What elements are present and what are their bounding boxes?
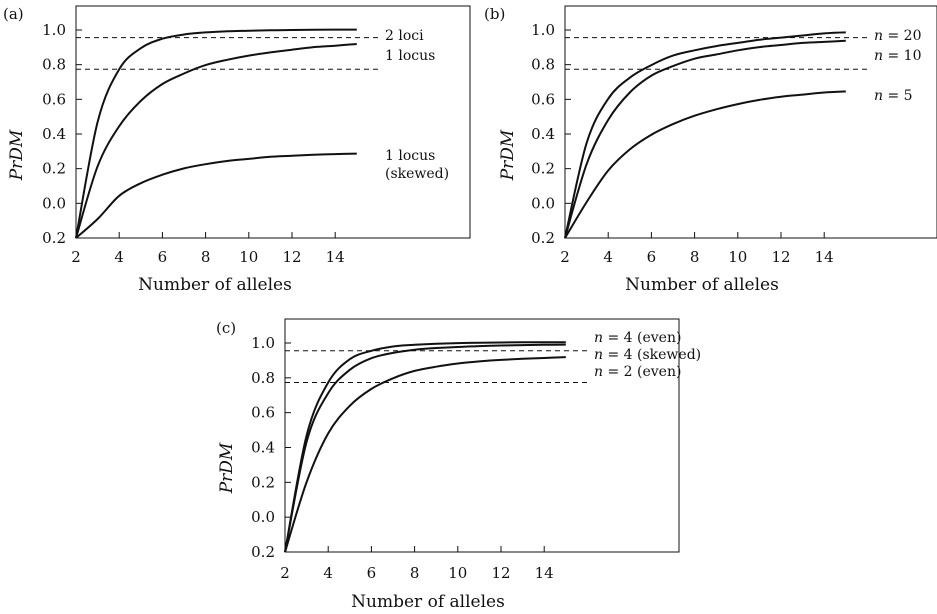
panel-b-y-tick-label-1: 0.0 bbox=[531, 194, 555, 212]
panel-b-x-tick-label-4: 10 bbox=[728, 248, 747, 266]
panel-a-series-0-line bbox=[75, 28, 357, 239]
panel-a-y-tick-label-6: 1.0 bbox=[42, 21, 66, 39]
panel-c-y-tick-label-0: 0.2 bbox=[251, 543, 275, 561]
panel-c-series-0-line bbox=[284, 341, 566, 553]
panel-c-x-ticks: 2 4 6 8 10 12 14 bbox=[280, 546, 554, 582]
panel-b: (b) 2 4 6 8 10 12 14 0.2 0.0 0.2 0.4 0.6 0.8 1.0 n =… bbox=[484, 5, 937, 295]
panel-c-y-tick-label-5: 0.8 bbox=[251, 369, 275, 387]
panel-c-frame bbox=[284, 318, 680, 553]
panel-c-label-n4-even: n = 4 (even) bbox=[594, 330, 681, 346]
panel-b-series-2-line bbox=[564, 90, 846, 239]
panel-a-x-title: Number of alleles bbox=[138, 275, 292, 295]
panel-a-y-tick-label-2: 0.2 bbox=[42, 160, 66, 178]
panel-c-ref-lines bbox=[285, 350, 590, 384]
panel-c-x-tick-label-1: 4 bbox=[323, 564, 333, 582]
panel-c-series-1-line bbox=[284, 343, 566, 553]
panel-b-x-tick-label-1: 4 bbox=[603, 248, 613, 266]
panel-b-x-tick-label-3: 8 bbox=[690, 248, 700, 266]
panel-b-series-0-line bbox=[564, 31, 846, 239]
panel-a-y-ticks: 0.2 0.0 0.2 0.4 0.6 0.8 1.0 bbox=[42, 21, 82, 247]
panel-b-x-tick-label-5: 12 bbox=[771, 248, 790, 266]
panel-b-x-title: Number of alleles bbox=[625, 275, 779, 295]
panel-a-x-tick-label-0: 2 bbox=[71, 248, 81, 266]
panel-b-y-tick-label-6: 1.0 bbox=[531, 21, 555, 39]
panel-b-curves bbox=[564, 31, 846, 239]
panel-b-letter: (b) bbox=[484, 5, 505, 23]
panel-a: (a) 2 4 6 8 10 12 14 0.2 0.0 0.2 0.4 0.6 0.8 1.0 2 l… bbox=[3, 5, 471, 295]
panel-a-x-tick-label-3: 8 bbox=[201, 248, 211, 266]
panel-b-y-tick-label-2: 0.2 bbox=[531, 160, 555, 178]
panel-b-y-tick-label-3: 0.4 bbox=[531, 125, 555, 143]
panel-b-series-1-line bbox=[564, 39, 846, 239]
panel-c-x-tick-label-6: 14 bbox=[535, 564, 554, 582]
panel-b-label-n20: n = 20 bbox=[874, 28, 921, 44]
panel-a-y-tick-label-5: 0.8 bbox=[42, 56, 66, 74]
panel-b-frame bbox=[564, 5, 937, 239]
panel-c-label-n2-even: n = 2 (even) bbox=[594, 364, 681, 380]
panel-c-y-tick-label-3: 0.4 bbox=[251, 439, 275, 457]
panel-c: (c) 2 4 6 8 10 12 14 0.2 0.0 0.2 0.4 0.6 0.8 1.0 n =… bbox=[216, 318, 701, 612]
panel-a-y-tick-label-3: 0.4 bbox=[42, 125, 66, 143]
panel-a-label-1-locus: 1 locus bbox=[385, 48, 435, 64]
panel-c-x-tick-label-2: 6 bbox=[367, 564, 377, 582]
panel-c-y-tick-label-1: 0.0 bbox=[251, 508, 275, 526]
panel-a-x-tick-label-6: 14 bbox=[326, 248, 345, 266]
panel-a-series-1-line bbox=[75, 43, 357, 239]
panel-c-x-title: Number of alleles bbox=[351, 592, 505, 612]
panel-a-x-tick-label-5: 12 bbox=[282, 248, 301, 266]
panel-a-y-tick-label-4: 0.6 bbox=[42, 90, 66, 108]
panel-c-x-tick-label-3: 8 bbox=[410, 564, 420, 582]
panel-a-x-tick-label-2: 6 bbox=[158, 248, 168, 266]
panel-a-series-labels: 2 loci 1 locus 1 locus (skewed) bbox=[385, 28, 449, 182]
panel-a-x-ticks: 2 4 6 8 10 12 14 bbox=[71, 232, 345, 266]
panel-b-label-n10: n = 10 bbox=[874, 48, 921, 64]
panel-b-y-tick-label-4: 0.6 bbox=[531, 90, 555, 108]
panel-b-y-tick-label-5: 0.8 bbox=[531, 56, 555, 74]
panel-b-y-tick-label-0: 0.2 bbox=[531, 229, 555, 247]
panel-a-y-tick-label-1: 0.0 bbox=[42, 194, 66, 212]
panel-b-x-ticks: 2 4 6 8 10 12 14 bbox=[560, 232, 834, 266]
panel-c-y-tick-label-6: 1.0 bbox=[251, 334, 275, 352]
panel-a-letter: (a) bbox=[3, 5, 24, 23]
panel-b-label-n5: n = 5 bbox=[874, 88, 913, 104]
panel-a-label-2-loci: 2 loci bbox=[385, 28, 424, 44]
panel-a-frame bbox=[75, 5, 471, 239]
panel-c-series-2-line bbox=[284, 356, 566, 553]
panel-a-x-tick-label-4: 10 bbox=[239, 248, 258, 266]
panel-c-x-tick-label-0: 2 bbox=[280, 564, 290, 582]
panel-b-y-ticks: 0.2 0.0 0.2 0.4 0.6 0.8 1.0 bbox=[531, 21, 571, 247]
panel-c-x-tick-label-5: 12 bbox=[491, 564, 510, 582]
panel-c-label-n4-skewed: n = 4 (skewed) bbox=[594, 347, 701, 363]
panel-c-y-title: PrDM bbox=[217, 442, 237, 494]
panel-a-label-1-locus-skewed: 1 locus (skewed) bbox=[385, 148, 449, 182]
panel-b-series-labels: n = 20 n = 10 n = 5 bbox=[874, 28, 921, 104]
panel-b-y-title: PrDM bbox=[498, 129, 518, 181]
panel-c-y-ticks: 0.2 0.0 0.2 0.4 0.6 0.8 1.0 bbox=[251, 334, 291, 561]
panel-c-y-tick-label-2: 0.2 bbox=[251, 473, 275, 491]
panel-a-series-2-line bbox=[75, 152, 357, 239]
panel-b-x-tick-label-2: 6 bbox=[647, 248, 657, 266]
panel-a-y-tick-label-0: 0.2 bbox=[42, 229, 66, 247]
panel-c-x-tick-label-4: 10 bbox=[448, 564, 467, 582]
panel-c-series-labels: n = 4 (even) n = 4 (skewed) n = 2 (even) bbox=[594, 330, 701, 380]
panel-a-curves bbox=[75, 28, 357, 239]
panel-c-letter: (c) bbox=[216, 319, 236, 337]
panel-c-y-tick-label-4: 0.6 bbox=[251, 404, 275, 422]
panel-b-x-tick-label-6: 14 bbox=[815, 248, 834, 266]
panel-b-ref-lines bbox=[565, 37, 870, 70]
panel-a-x-tick-label-1: 4 bbox=[114, 248, 124, 266]
panel-a-y-title: PrDM bbox=[7, 129, 27, 181]
panel-a-ref-lines bbox=[76, 37, 380, 70]
panel-c-curves bbox=[284, 341, 566, 553]
panel-b-x-tick-label-0: 2 bbox=[560, 248, 570, 266]
